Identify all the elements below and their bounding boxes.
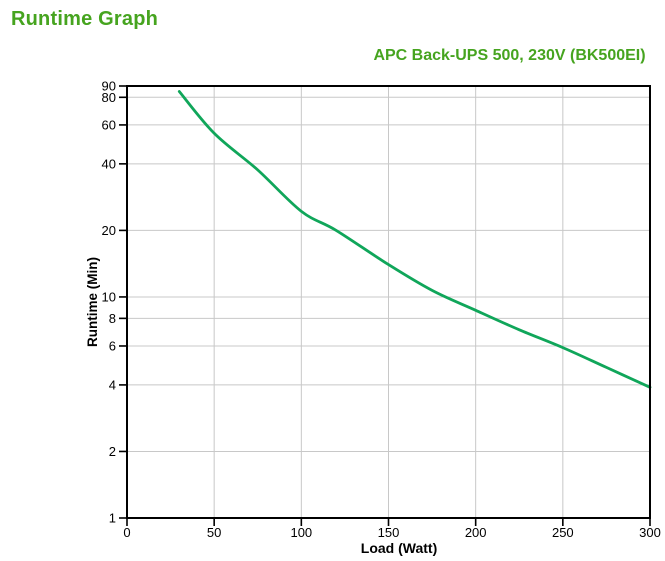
x-tick-label: 100 <box>290 525 312 540</box>
axis-ticks <box>119 85 651 526</box>
y-tick-label: 20 <box>102 223 116 238</box>
y-tick-label: 4 <box>109 377 116 392</box>
x-tick-label: 250 <box>552 525 574 540</box>
y-tick-label: 90 <box>102 79 116 94</box>
runtime-curve <box>177 90 652 389</box>
y-tick-label: 2 <box>109 444 116 459</box>
x-axis-title: Load (Watt) <box>361 540 437 556</box>
y-tick-label: 80 <box>102 90 116 105</box>
page-title: Runtime Graph <box>11 8 159 30</box>
x-tick-label: 50 <box>207 525 221 540</box>
chart-subtitle: APC Back-UPS 500, 230V (BK500EI) <box>373 47 646 64</box>
y-tick-label: 1 <box>109 511 116 526</box>
y-axis-title: Runtime (Min) <box>85 257 100 347</box>
chart-gridlines <box>127 86 650 518</box>
x-tick-label: 150 <box>378 525 400 540</box>
y-tick-label: 8 <box>109 311 116 326</box>
x-tick-label: 200 <box>465 525 487 540</box>
x-tick-label: 0 <box>123 525 130 540</box>
x-tick-label: 300 <box>639 525 661 540</box>
y-tick-label: 60 <box>102 117 116 132</box>
y-tick-label: 10 <box>102 289 116 304</box>
y-tick-label: 40 <box>102 156 116 171</box>
y-tick-label: 6 <box>109 338 116 353</box>
